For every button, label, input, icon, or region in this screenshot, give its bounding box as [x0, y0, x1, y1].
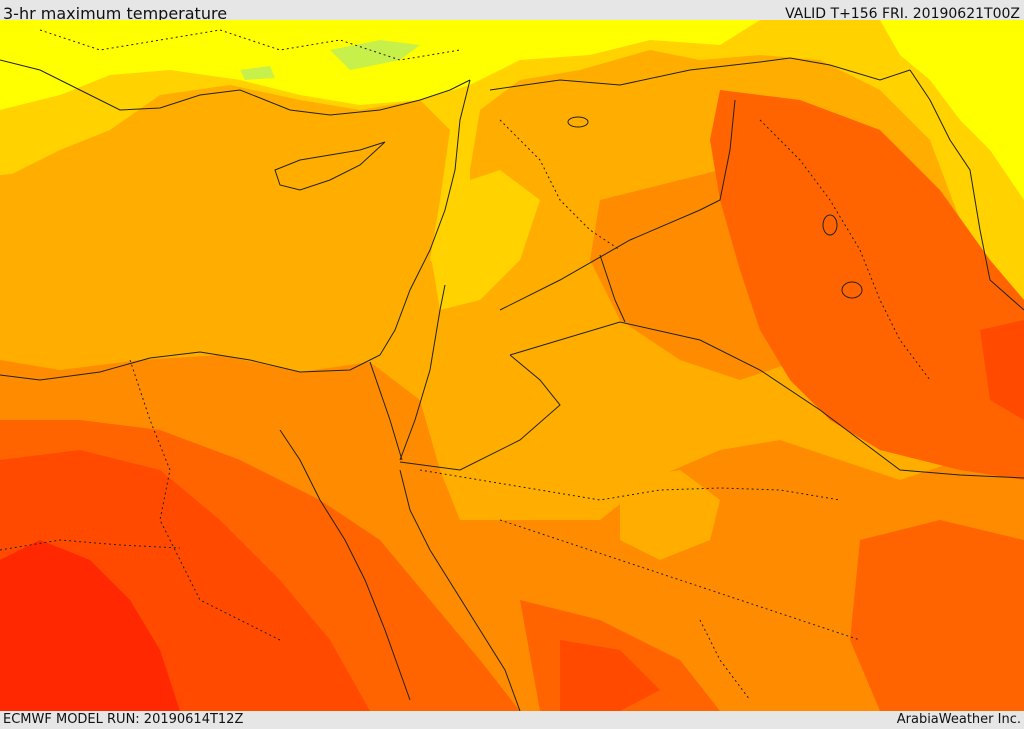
lake-1 — [567, 116, 589, 128]
shade-green-spot — [330, 40, 420, 70]
border-iraq-east — [909, 69, 1024, 311]
cyprus — [274, 141, 386, 191]
shade-yellow-levant — [430, 170, 540, 310]
valid-time: VALID T+156 FRI. 20190621T00Z — [785, 6, 1020, 22]
shade-dark-orange-se — [850, 520, 1024, 711]
shade-mediterranean — [0, 85, 450, 370]
gulf-aqaba — [399, 284, 446, 461]
shade-light-orange-jordan — [440, 320, 540, 470]
map-title: 3-hr maximum temperature — [3, 4, 228, 23]
coastline-turkey — [0, 59, 471, 116]
border-syria-iraq-south — [499, 99, 736, 311]
coastline-levant — [0, 79, 471, 381]
temperature-map — [0, 20, 1024, 711]
shade-green-spot-2 — [240, 66, 275, 80]
red-sea-coast-west — [279, 429, 411, 701]
shade-dark-orange-iraq — [710, 90, 1024, 480]
shade-yellow-east — [880, 20, 1024, 200]
lake-2 — [822, 214, 838, 236]
dotted-border-egypt — [129, 359, 281, 641]
dotted-border-syria — [499, 119, 621, 251]
dotted-border-saudi — [419, 469, 841, 501]
shade-light-orange-arabia — [620, 470, 720, 560]
shade-yellow-orange-north — [0, 20, 1024, 300]
credit-label: ArabiaWeather Inc. — [896, 712, 1021, 727]
border-sinai — [369, 361, 403, 461]
shade-red-egypt — [0, 540, 180, 711]
border-jordan-saudi — [509, 321, 1024, 479]
border-jordan-south — [599, 254, 626, 323]
border-iraq-syria — [489, 57, 911, 91]
shade-red-iraq — [980, 320, 1024, 420]
model-run-label: ECMWF MODEL RUN: 20190614T12Z — [3, 712, 244, 727]
border-jordan-west — [399, 354, 561, 471]
dotted-border-saudi-2 — [499, 519, 861, 641]
dotted-border-iraq — [759, 119, 931, 381]
shade-yellow-north — [0, 20, 760, 110]
dotted-border-africa — [0, 539, 181, 551]
header-bar: 3-hr maximum temperature VALID T+156 FRI… — [0, 0, 1024, 23]
dotted-border-turkey — [39, 29, 461, 61]
lake-3 — [841, 281, 863, 299]
footer-bar — [0, 711, 1024, 729]
shade-red-orange-south — [560, 640, 660, 711]
red-sea-coast-east — [399, 469, 521, 711]
